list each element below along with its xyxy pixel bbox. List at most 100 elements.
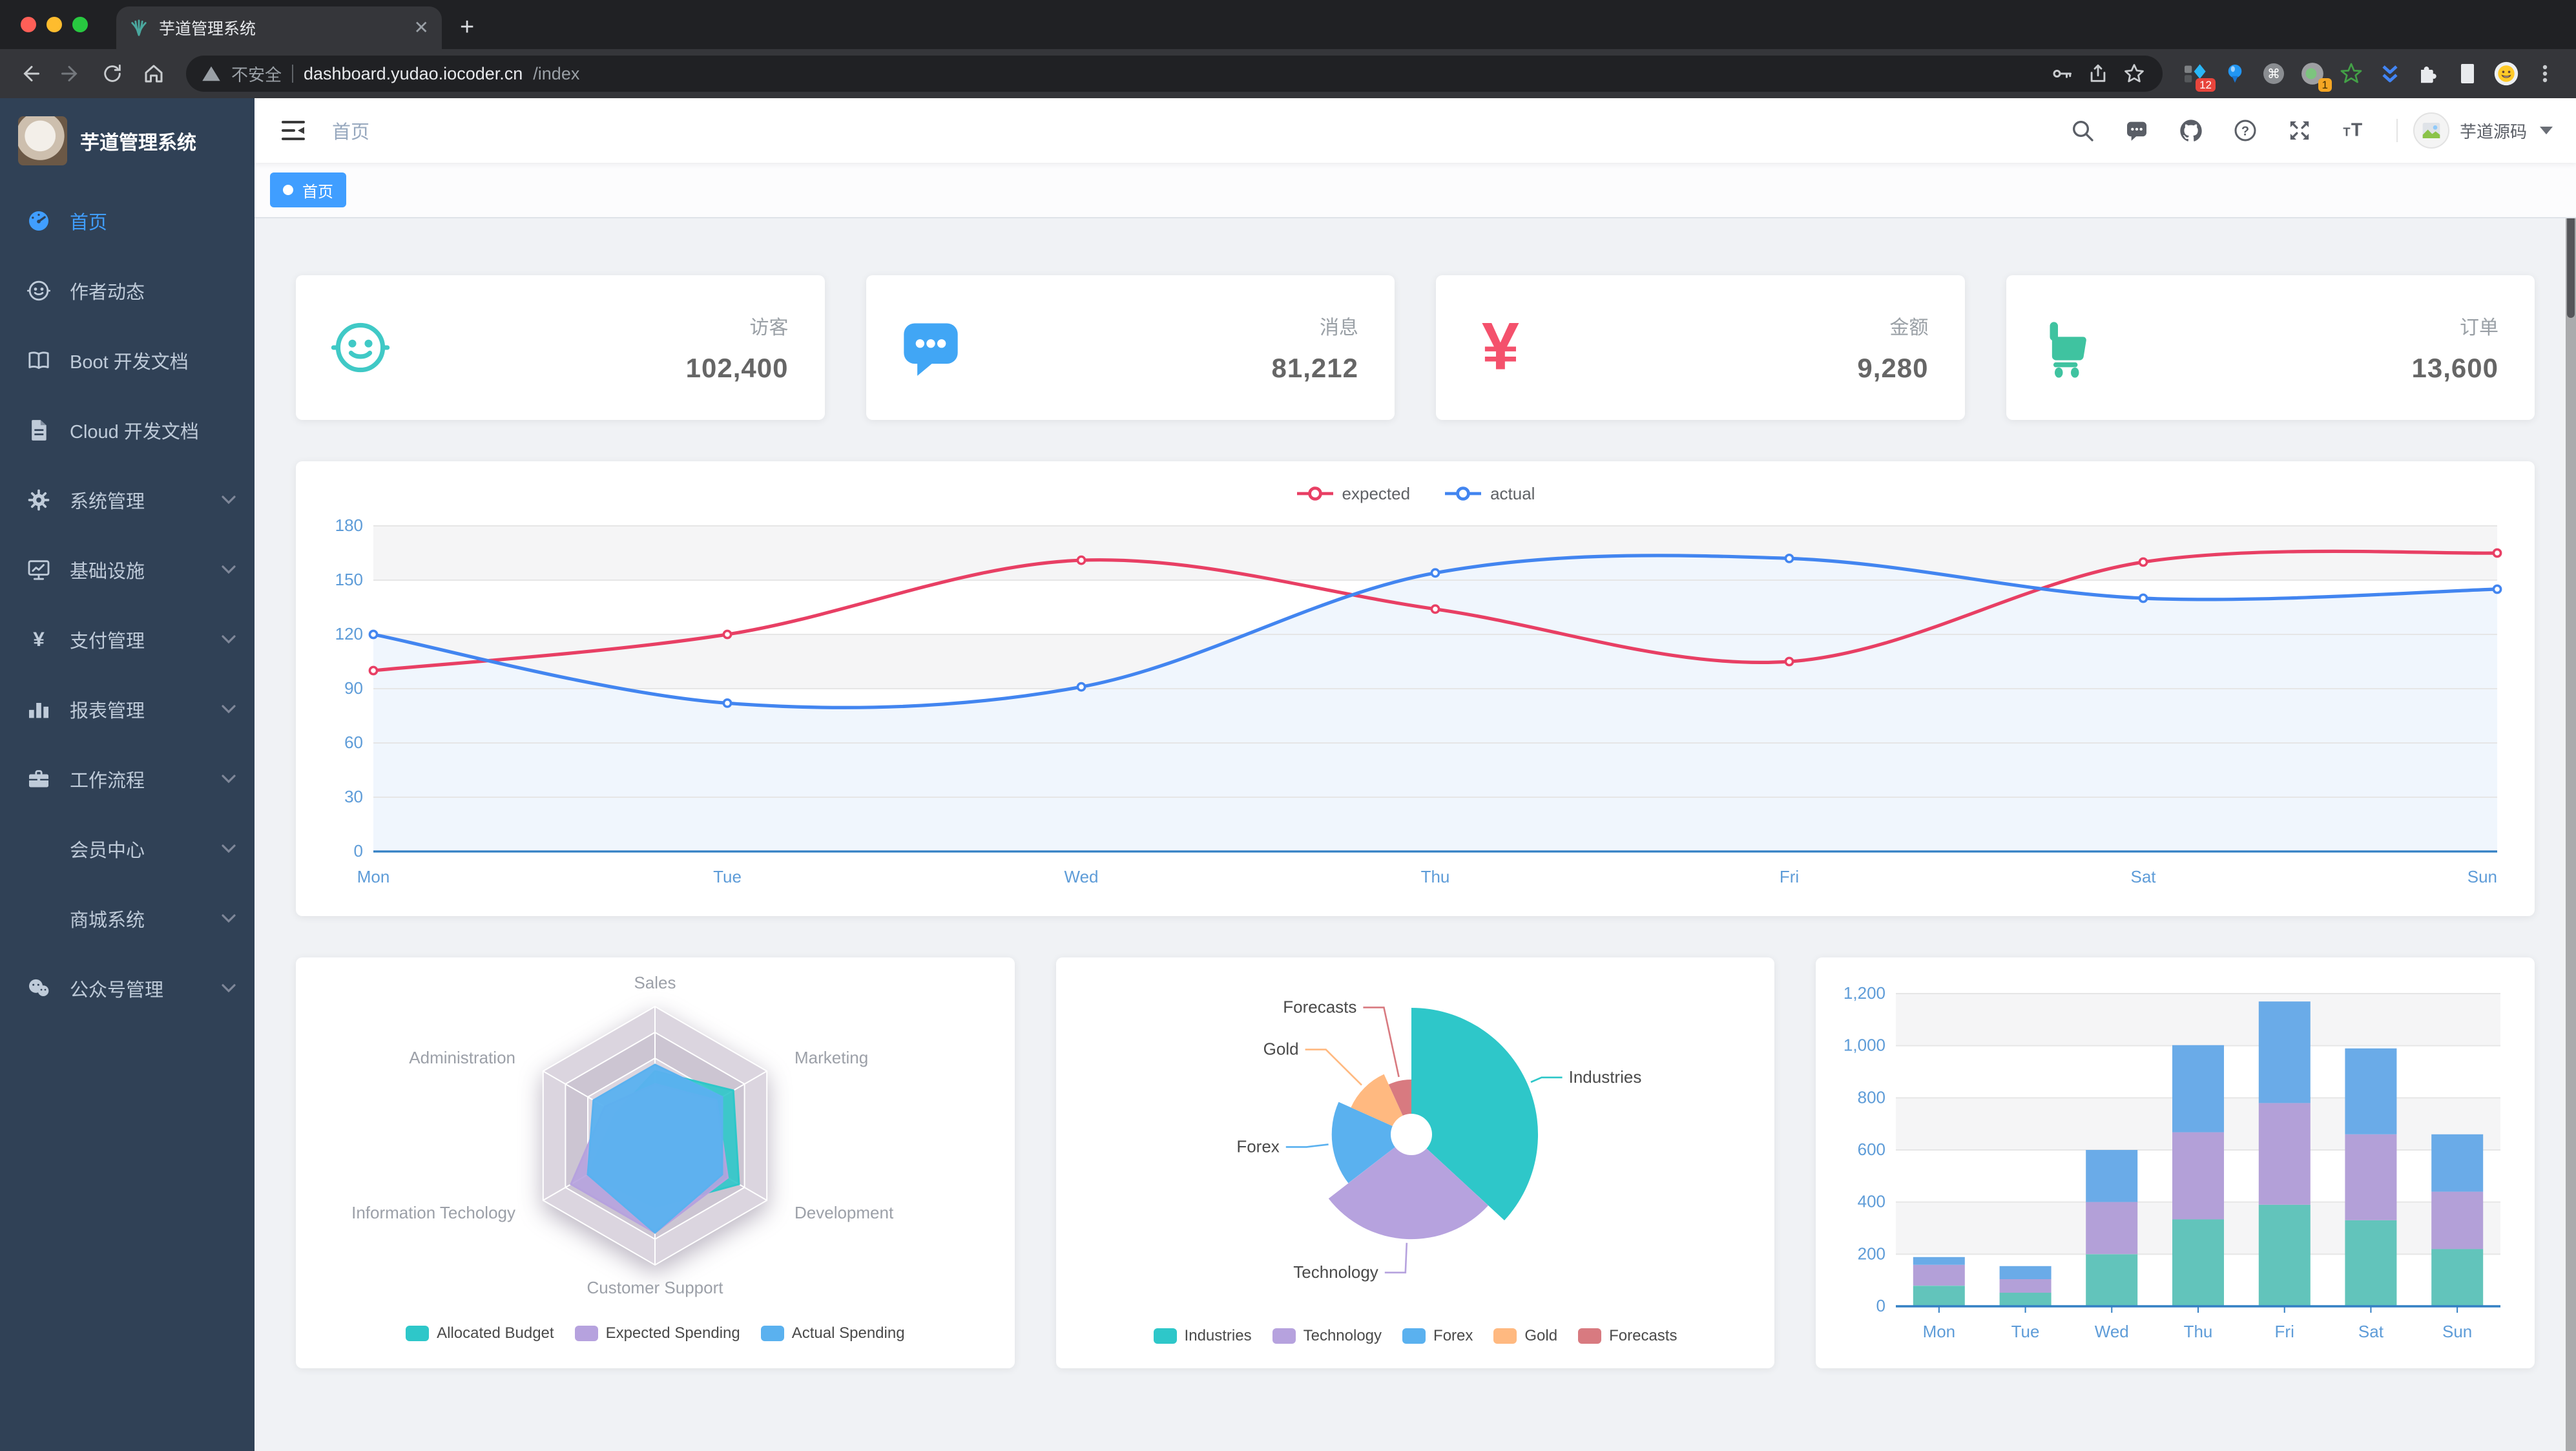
extension-green-star-icon[interactable] xyxy=(2338,61,2364,87)
radar-chart[interactable]: Sales Administration Information Techology… xyxy=(309,973,1001,1311)
document-icon xyxy=(26,417,52,443)
share-icon[interactable] xyxy=(2085,61,2111,87)
legend-swatch xyxy=(406,1326,430,1341)
legend-item-actual-spending[interactable]: Actual Spending xyxy=(760,1324,905,1342)
sidebar-item-9[interactable]: 会员中心 xyxy=(0,814,254,884)
svg-text:Administration: Administration xyxy=(409,1048,515,1067)
svg-text:¥: ¥ xyxy=(33,627,45,651)
sidebar-item-0[interactable]: 首页 xyxy=(0,186,254,256)
breadcrumb[interactable]: 首页 xyxy=(332,122,370,143)
svg-text:Customer Support: Customer Support xyxy=(587,1278,724,1297)
book-icon xyxy=(26,348,52,373)
legend-label: expected xyxy=(1342,483,1411,503)
legend-item-forecasts[interactable]: Forecasts xyxy=(1578,1327,1677,1345)
stat-card-1[interactable]: 消息 81,212 xyxy=(866,275,1395,420)
divider xyxy=(2396,119,2398,142)
help-icon[interactable]: ? xyxy=(2231,116,2259,145)
search-icon[interactable] xyxy=(2068,116,2097,145)
svg-text:Wed: Wed xyxy=(1065,867,1099,886)
svg-text:180: 180 xyxy=(335,516,363,535)
fullscreen-icon[interactable] xyxy=(2285,116,2314,145)
sidebar-item-10[interactable]: 商城系统 xyxy=(0,884,254,954)
browser-tab[interactable]: 芋道管理系统 ✕ xyxy=(116,6,442,49)
github-icon[interactable] xyxy=(2177,116,2205,145)
back-icon[interactable] xyxy=(13,57,47,90)
sidebar-item-label: 系统管理 xyxy=(70,492,145,512)
extension-command-icon[interactable]: ⌘ xyxy=(2261,61,2287,87)
user-menu[interactable]: 芋道源码 xyxy=(2396,112,2553,149)
legend-item-industries[interactable]: Industries xyxy=(1153,1327,1252,1345)
address-bar[interactable]: 不安全 dashboard.yudao.iocoder.cn/index xyxy=(186,56,2163,92)
url-path: /index xyxy=(533,63,580,83)
sidebar-item-5[interactable]: 基础设施 xyxy=(0,535,254,605)
bookmark-star-icon[interactable] xyxy=(2121,61,2147,87)
svg-text:⌘: ⌘ xyxy=(2267,67,2280,81)
legend-item-gold[interactable]: Gold xyxy=(1493,1327,1557,1345)
app-logo[interactable]: 芋道管理系统 xyxy=(0,98,254,186)
svg-text:Sat: Sat xyxy=(2130,867,2156,886)
reload-icon[interactable] xyxy=(96,57,129,90)
home-icon[interactable] xyxy=(137,57,171,90)
extension-gitlab-icon[interactable]: 12 xyxy=(2183,61,2216,92)
svg-text:Sat: Sat xyxy=(2358,1322,2384,1341)
line-chart[interactable]: 0 30 60 90 120 150 180 Mon Tue Wed Thu Fri Sat Sun xyxy=(317,508,2509,893)
stat-card-2[interactable]: ¥ 金额 9,280 xyxy=(1436,275,1965,420)
stat-card-3[interactable]: 订单 13,600 xyxy=(2006,275,2535,420)
extension-chevrons-icon[interactable] xyxy=(2377,61,2403,87)
legend-item-technology[interactable]: Technology xyxy=(1272,1327,1382,1345)
legend-label: Technology xyxy=(1303,1327,1382,1344)
svg-text:1,200: 1,200 xyxy=(1844,983,1885,1003)
tab-close-icon[interactable]: ✕ xyxy=(413,17,429,37)
legend-item-allocated-budget[interactable]: Allocated Budget xyxy=(406,1324,554,1342)
bar-chart[interactable]: Mon Tue Wed Thu Fri Sat Sun 0 200 400 600 800 1,000 1… xyxy=(1829,973,2521,1353)
window-close-button[interactable] xyxy=(21,17,36,32)
pie-chart[interactable]: Industries Technology Forex Gold Forecasts xyxy=(1069,973,1761,1314)
message-icon[interactable] xyxy=(2123,116,2151,145)
extension-recorder-icon[interactable]: 1 xyxy=(2300,61,2332,92)
stat-card-0[interactable]: 访客 102,400 xyxy=(296,275,825,420)
svg-text:Fri: Fri xyxy=(2275,1322,2294,1341)
window-zoom-button[interactable] xyxy=(72,17,88,32)
sidebar-item-6[interactable]: ¥ 支付管理 xyxy=(0,605,254,674)
monitor-icon xyxy=(26,557,52,583)
sidebar-item-2[interactable]: Boot 开发文档 xyxy=(0,326,254,395)
tag-home[interactable]: 首页 xyxy=(270,172,346,207)
new-tab-button[interactable]: + xyxy=(460,14,475,41)
forward-icon[interactable] xyxy=(54,57,88,90)
legend-item-expected-spending[interactable]: Expected Spending xyxy=(574,1324,740,1342)
chart-icon xyxy=(26,696,52,722)
sidebar-panel-icon[interactable] xyxy=(2455,61,2480,87)
line-chart-legend: expected actual xyxy=(317,479,2514,508)
legend-item-expected[interactable]: expected xyxy=(1296,483,1411,504)
window-controls xyxy=(21,17,88,32)
svg-text:Forecasts: Forecasts xyxy=(1283,997,1356,1016)
sidebar-item-4[interactable]: 系统管理 xyxy=(0,465,254,535)
tags-view-bar: 首页 xyxy=(254,163,2576,218)
page-scrollbar[interactable] xyxy=(2566,98,2576,1451)
profile-avatar-icon[interactable] xyxy=(2493,61,2519,87)
none-icon xyxy=(26,836,52,862)
sidebar-item-7[interactable]: 报表管理 xyxy=(0,674,254,744)
tag-active-dot xyxy=(283,185,293,195)
svg-text:Sales: Sales xyxy=(634,973,676,992)
extensions-puzzle-icon[interactable] xyxy=(2416,61,2442,87)
collapse-sidebar-icon[interactable] xyxy=(278,115,309,146)
logo-image xyxy=(18,116,67,165)
legend-item-forex[interactable]: Forex xyxy=(1402,1327,1473,1345)
extension-badge: 12 xyxy=(2196,78,2216,92)
window-minimize-button[interactable] xyxy=(47,17,62,32)
sidebar-item-11[interactable]: 公众号管理 xyxy=(0,954,254,1023)
legend-item-actual[interactable]: actual xyxy=(1444,484,1535,504)
sidebar-item-1[interactable]: 作者动态 xyxy=(0,256,254,326)
stat-value: 81,212 xyxy=(1271,353,1358,383)
legend-swatch xyxy=(1493,1328,1517,1344)
svg-text:600: 600 xyxy=(1858,1140,1885,1159)
sidebar-item-8[interactable]: 工作流程 xyxy=(0,744,254,814)
password-key-icon[interactable] xyxy=(2049,61,2075,87)
sidebar-item-3[interactable]: Cloud 开发文档 xyxy=(0,395,254,465)
browser-menu-icon[interactable] xyxy=(2532,61,2558,87)
extension-balloon-icon[interactable] xyxy=(2222,61,2248,87)
svg-text:T: T xyxy=(2351,120,2362,140)
